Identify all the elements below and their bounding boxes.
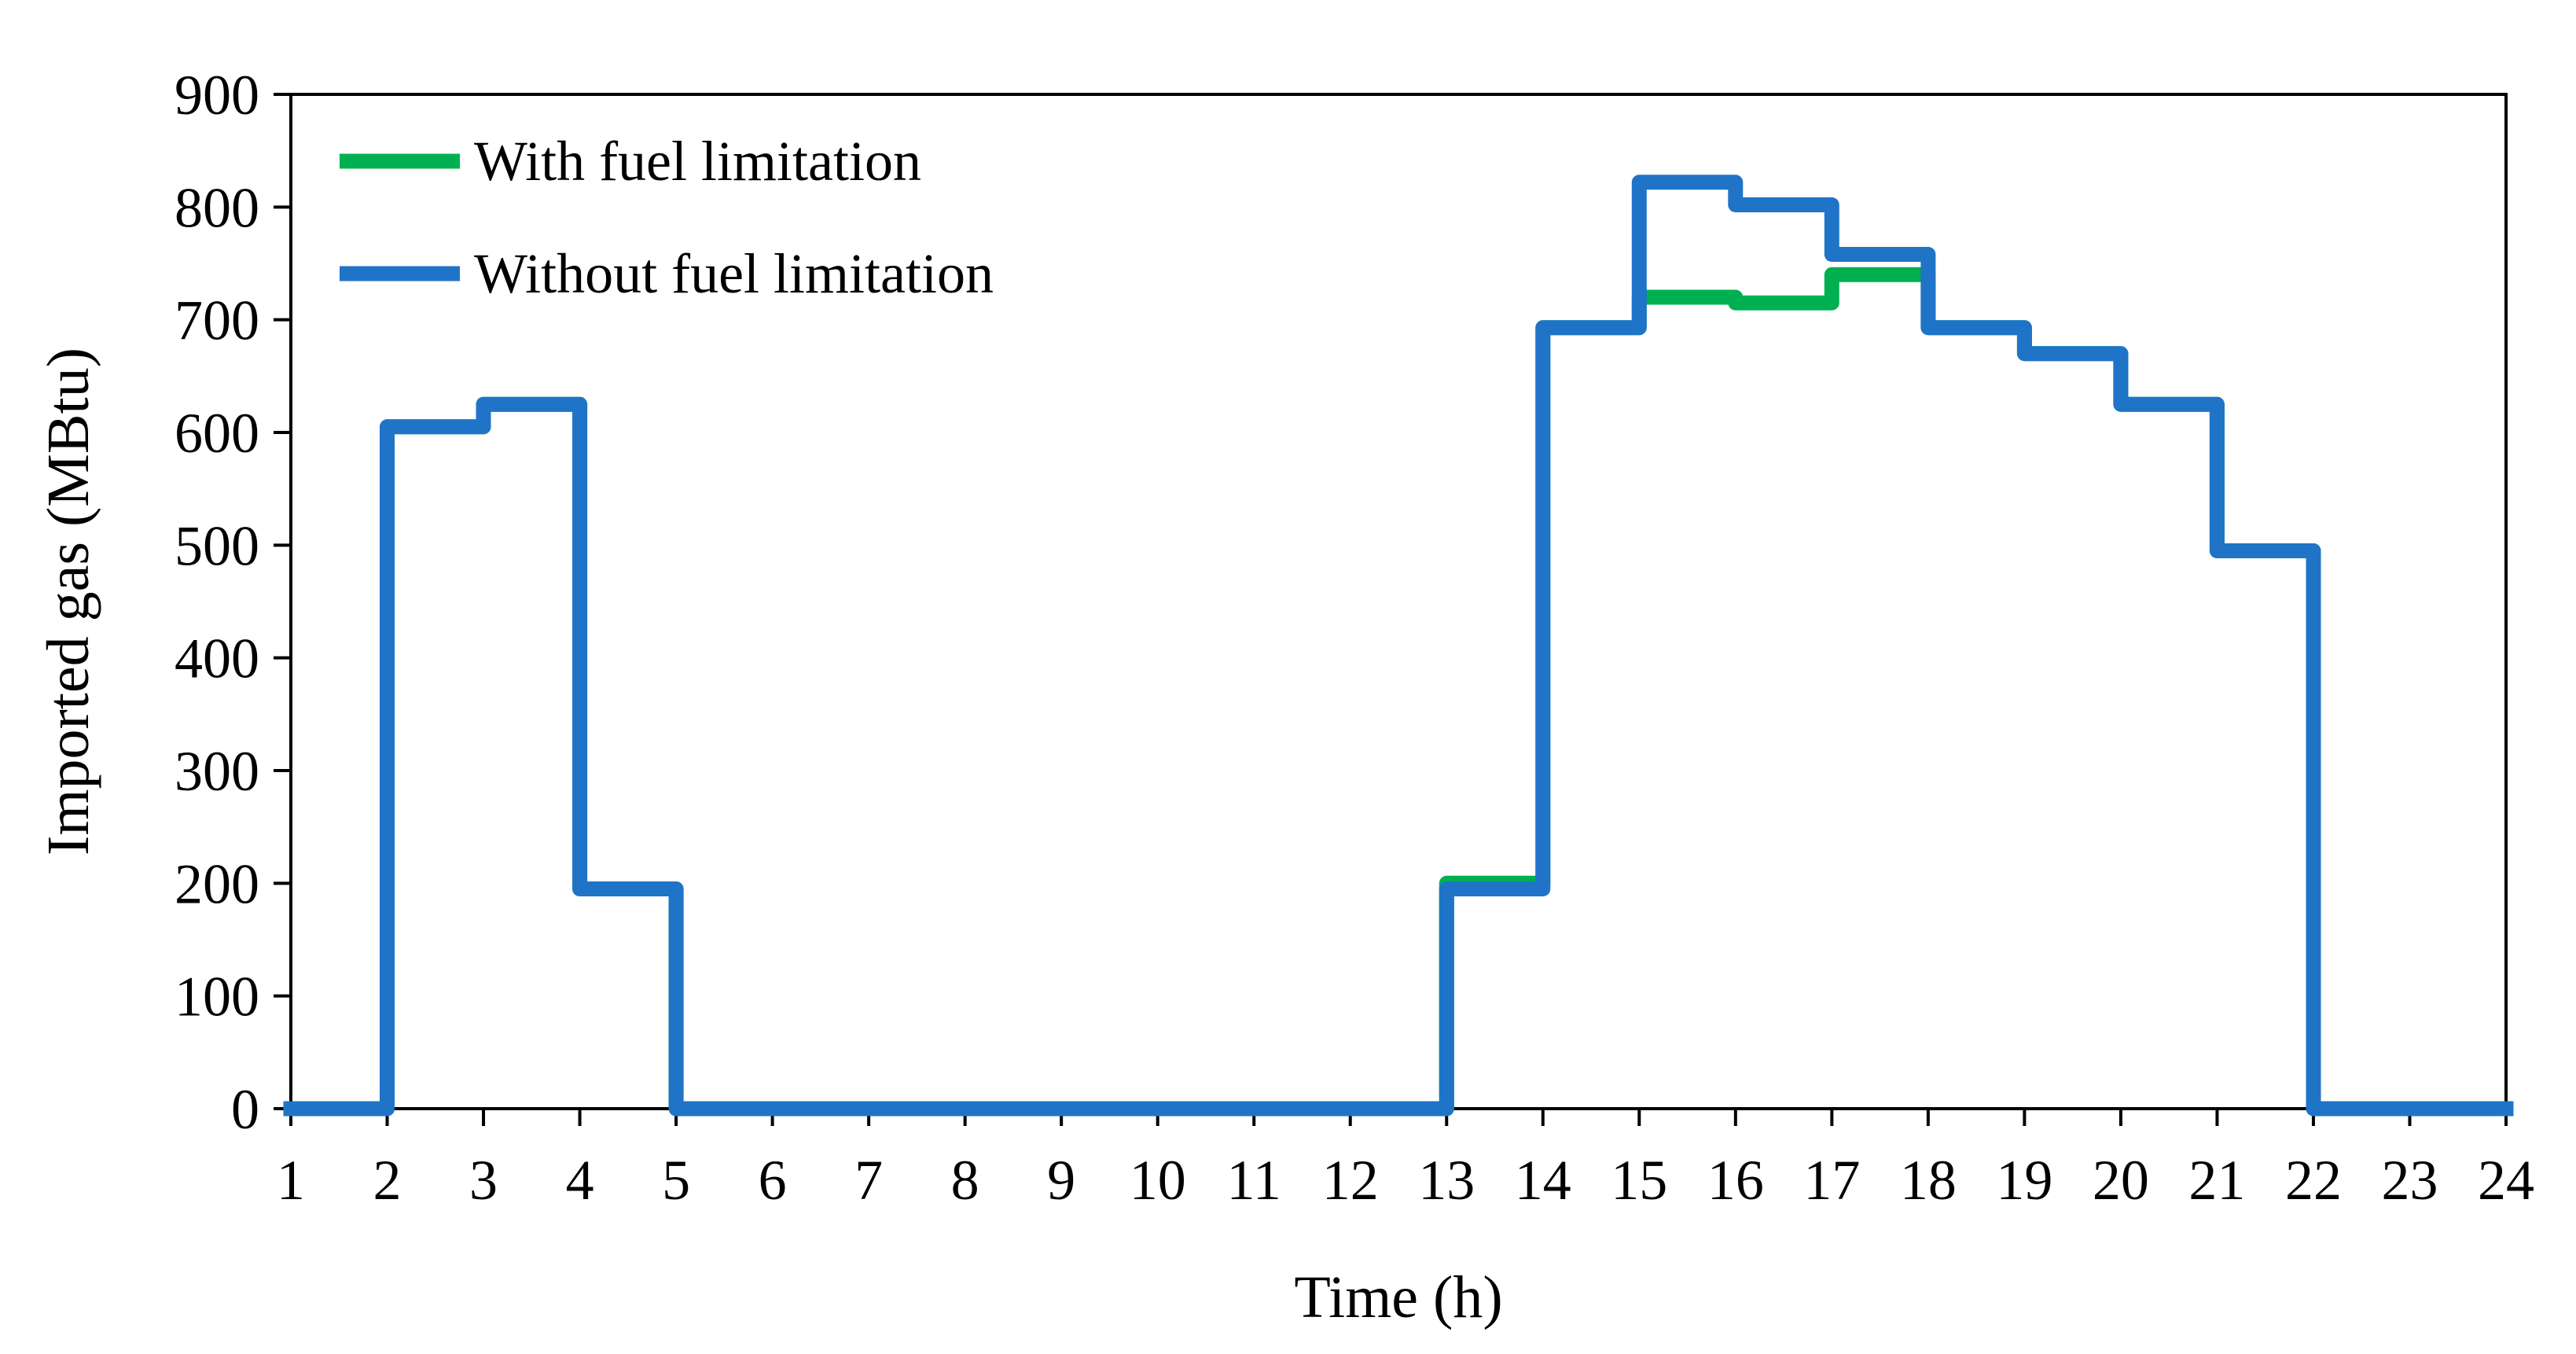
x-axis-title: Time (h) (1294, 1264, 1502, 1330)
y-tick-label: 900 (175, 64, 259, 127)
legend-label: Without fuel limitation (474, 242, 994, 305)
x-tick-label: 22 (2285, 1149, 2342, 1212)
y-tick-label: 300 (175, 740, 259, 803)
x-tick-label: 13 (1418, 1149, 1475, 1212)
y-tick-label: 200 (175, 852, 259, 915)
x-tick-label: 19 (1996, 1149, 2052, 1212)
x-tick-label: 9 (1047, 1149, 1075, 1212)
x-tick-label: 2 (373, 1149, 402, 1212)
x-tick-label: 3 (469, 1149, 498, 1212)
y-tick-label: 0 (231, 1078, 259, 1141)
x-tick-label: 16 (1707, 1149, 1764, 1212)
y-tick-label: 100 (175, 966, 259, 1028)
x-tick-label: 5 (662, 1149, 690, 1212)
y-tick-label: 700 (175, 289, 259, 352)
x-tick-label: 12 (1322, 1149, 1379, 1212)
x-tick-label: 23 (2381, 1149, 2438, 1212)
legend-label: With fuel limitation (474, 130, 921, 193)
x-tick-label: 14 (1515, 1149, 1571, 1212)
y-tick-label: 500 (175, 514, 259, 577)
x-tick-label: 6 (759, 1149, 787, 1212)
x-tick-label: 8 (951, 1149, 979, 1212)
y-tick-label: 800 (175, 176, 259, 239)
x-tick-label: 21 (2188, 1149, 2245, 1212)
x-tick-label: 4 (566, 1149, 594, 1212)
x-tick-label: 11 (1227, 1149, 1281, 1212)
series-line-without-fuel-limitation (283, 175, 2514, 1117)
x-tick-label: 20 (2093, 1149, 2149, 1212)
legend: With fuel limitation Without fuel limitat… (340, 130, 994, 305)
x-tick-label: 18 (1900, 1149, 1957, 1212)
x-tick-label: 17 (1803, 1149, 1860, 1212)
x-tick-label: 10 (1130, 1149, 1186, 1212)
y-axis-title: Imported gas (MBtu) (35, 348, 101, 855)
y-tick-label: 600 (175, 402, 259, 465)
x-tick-label: 24 (2478, 1149, 2534, 1212)
y-tick-label: 400 (175, 627, 259, 690)
x-axis-ticks: 1 2 3 4 5 6 7 8 9 10 11 12 13 14 15 16 17 18 19 20 21 22 23 24 (277, 1109, 2534, 1212)
y-axis-ticks: 0 100 200 300 400 500 600 700 800 900 (175, 64, 291, 1141)
x-tick-label: 1 (277, 1149, 305, 1212)
x-tick-label: 7 (854, 1149, 883, 1212)
x-tick-label: 15 (1611, 1149, 1667, 1212)
series-layer (283, 175, 2514, 1117)
